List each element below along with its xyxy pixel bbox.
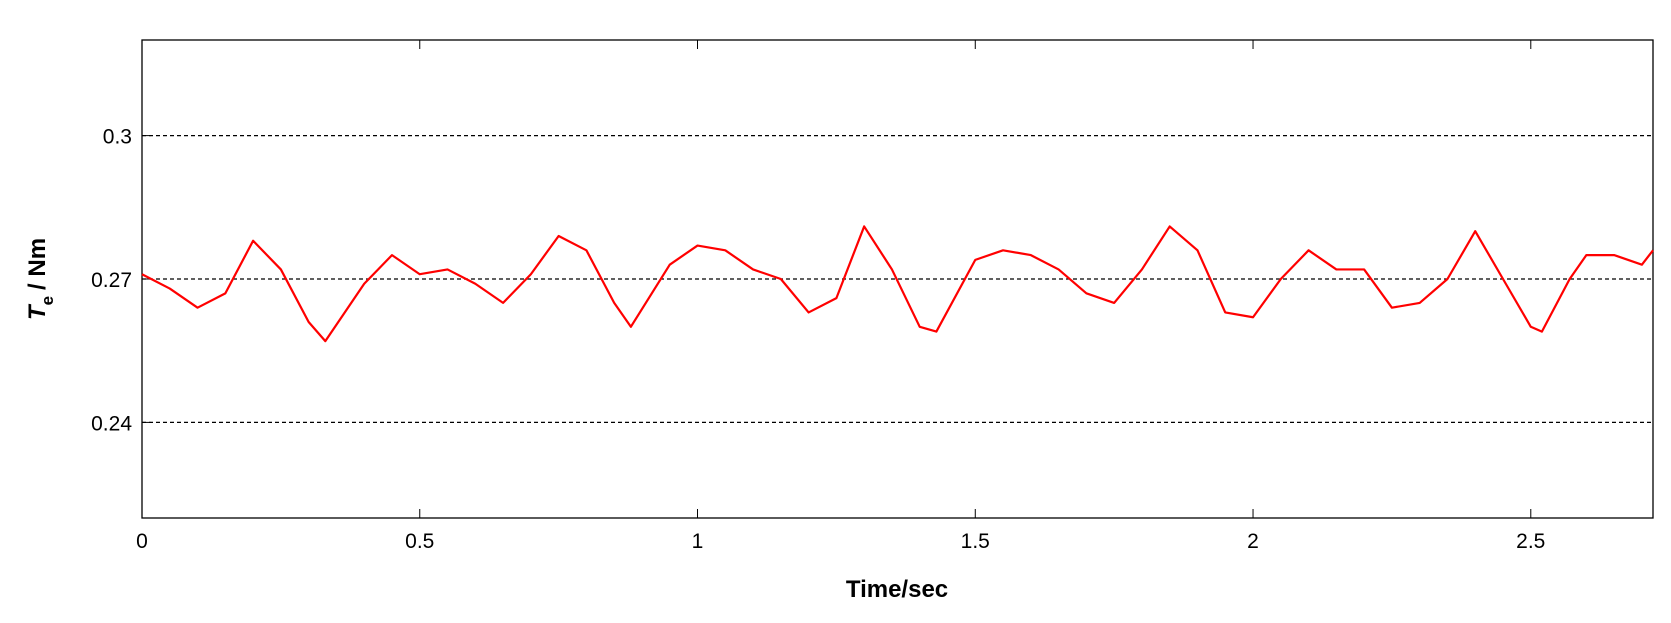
data-line: [141, 225, 1654, 343]
y-axis-label: Te / Nm: [24, 238, 57, 320]
x-axis-label: Time/sec: [846, 576, 948, 603]
x-tick-label: 0.5: [405, 530, 434, 553]
plot-frame: [141, 39, 1654, 519]
x-tick-label: 0: [136, 530, 148, 553]
y-label-unit: / Nm: [24, 238, 51, 290]
y-tick-label: 0.3: [103, 126, 132, 149]
x-tick-label: 1: [692, 530, 704, 553]
y-tick-label: 0.24: [91, 412, 132, 435]
y-label-subscript: e: [38, 296, 57, 305]
y-tick-label: 0.27: [91, 269, 132, 292]
x-tick-label: 1.5: [961, 530, 990, 553]
x-tick-label: 2: [1247, 530, 1259, 553]
y-label-symbol: T: [24, 303, 51, 320]
x-tick-label: 2.5: [1516, 530, 1545, 553]
